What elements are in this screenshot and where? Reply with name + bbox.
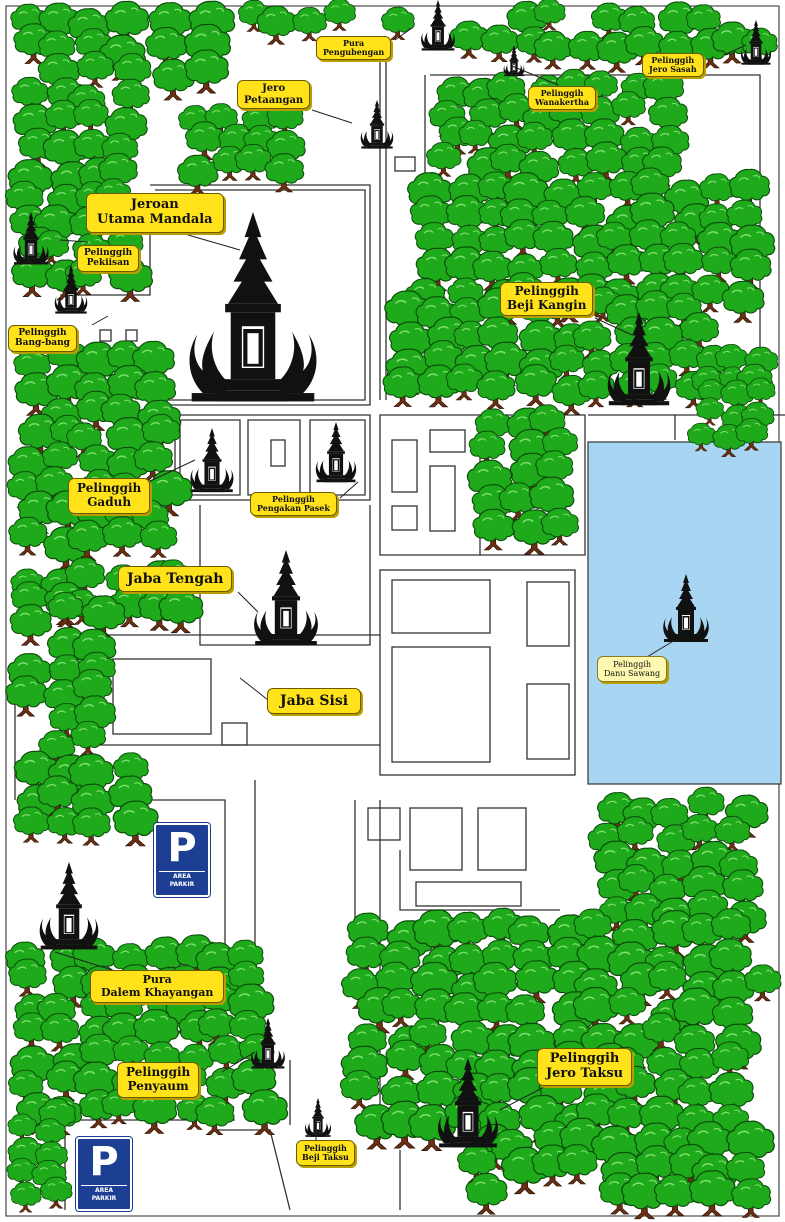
label-pelinggih-gaduh[interactable]: Pelinggih Gaduh xyxy=(68,478,151,514)
label-pelinggih-beji-taksu[interactable]: Pelinggih Beji Taksu xyxy=(296,1140,355,1167)
label-leaders xyxy=(54,27,747,1140)
label-pelinggih-danu-sawang[interactable]: Pelinggih Danu Sawang xyxy=(597,656,668,683)
tree-icon xyxy=(695,397,725,426)
parking-area-text: AREA xyxy=(81,1185,127,1194)
tree-icon xyxy=(9,603,53,646)
label-pelinggih-bang-bang[interactable]: Pelinggih Bang-bang xyxy=(8,325,77,352)
tree-icon xyxy=(10,1181,42,1213)
label-pelinggih-pengakan-pasek[interactable]: Pelinggih Pengakan Pasek xyxy=(250,492,337,517)
label-pelinggih-pekiisan[interactable]: Pelinggih Pekiisan xyxy=(77,245,140,272)
parking-area-text: AREA xyxy=(159,871,205,880)
tree-icon xyxy=(381,6,415,41)
temple-shrine-icon[interactable] xyxy=(39,862,99,950)
tree-icon xyxy=(241,1089,289,1136)
label-jaba-tengah[interactable]: Jaba Tengah xyxy=(118,566,233,593)
temple-shrine-icon[interactable] xyxy=(304,1098,332,1137)
parking-symbol: P xyxy=(167,825,197,871)
label-jaba-sisi[interactable]: Jaba Sisi xyxy=(267,688,362,715)
tree-icon xyxy=(264,153,305,193)
label-jeroan-utama-mandala[interactable]: Jeroan Utama Mandala xyxy=(86,193,224,233)
temple-shrine-icon[interactable] xyxy=(421,0,455,51)
label-pelinggih-wanakertha[interactable]: Pelinggih Wanakertha xyxy=(528,86,597,111)
parking-sign-icon[interactable]: P AREA PARKIR xyxy=(75,1136,133,1212)
parking-symbol: P xyxy=(89,1139,119,1185)
label-pelinggih-jero-sasah[interactable]: Pelinggih Jero Sasah xyxy=(642,53,704,78)
label-pelinggih-penyaum[interactable]: Pelinggih Penyaum xyxy=(117,1062,200,1098)
label-pura-dalem-khayangan[interactable]: Pura Dalem Khayangan xyxy=(90,970,225,1004)
temple-shrine-icon[interactable] xyxy=(190,428,234,493)
tree-icon xyxy=(472,508,515,551)
tree-icon xyxy=(176,154,219,196)
temple-shrine-icon[interactable] xyxy=(254,550,318,646)
tree-icon xyxy=(731,1178,772,1219)
label-pelinggih-beji-kangin[interactable]: Pelinggih Beji Kangin xyxy=(500,282,594,316)
label-jero-petaangan[interactable]: Jero Petaangan xyxy=(237,80,311,109)
parking-parkir-text: PARKIR xyxy=(169,881,195,888)
parking-parkir-text: PARKIR xyxy=(91,1195,117,1202)
tree-icon xyxy=(112,800,160,847)
tree-icon xyxy=(323,0,357,32)
label-pelinggih-jero-taksu[interactable]: Pelinggih Jero Taksu xyxy=(537,1048,633,1086)
label-pura-pengubengan[interactable]: Pura Pengubengan xyxy=(316,36,392,61)
parking-sign-icon[interactable]: P AREA PARKIR xyxy=(153,822,211,898)
temple-shrine-icon[interactable] xyxy=(360,100,394,149)
temple-shrine-icon[interactable] xyxy=(315,422,357,483)
